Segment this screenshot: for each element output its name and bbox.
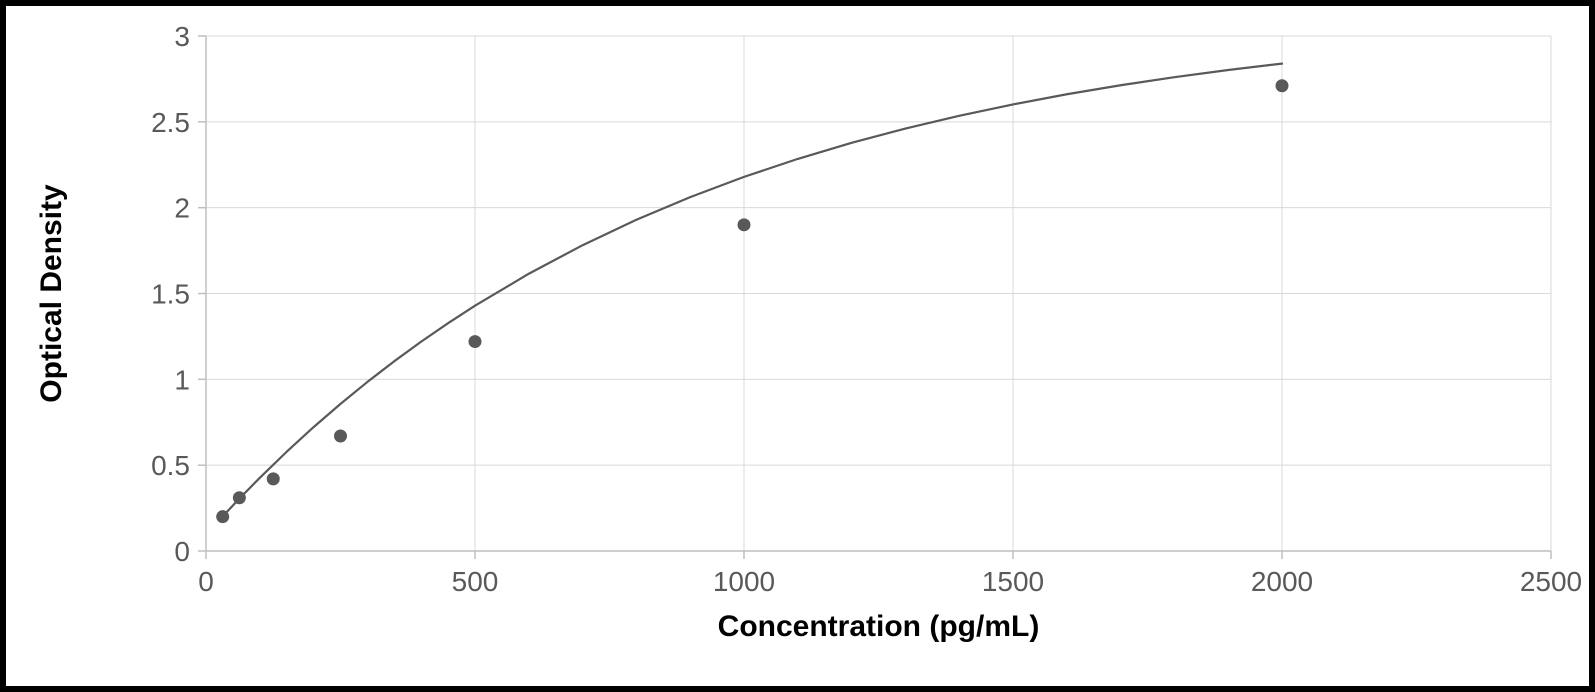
y-tick-label: 1 <box>174 364 190 395</box>
x-tick-label: 2500 <box>1520 566 1582 597</box>
chart-outer-frame: 0 500 1000 1500 2000 2500 0 0.5 1 1.5 2 2.5 3 Concent… <box>0 0 1595 692</box>
x-tick-label: 0 <box>198 566 214 597</box>
data-point <box>233 491 246 504</box>
data-point <box>267 472 280 485</box>
y-axis-label: Optical Density <box>35 184 68 403</box>
data-point <box>469 335 482 348</box>
plot-background <box>6 6 1589 686</box>
data-point <box>1276 79 1289 92</box>
y-tick-label: 1.5 <box>151 279 190 310</box>
data-point <box>334 429 347 442</box>
y-tick-label: 0 <box>174 536 190 567</box>
x-tick-label: 1000 <box>713 566 775 597</box>
y-tick-label: 0.5 <box>151 450 190 481</box>
data-point <box>216 510 229 523</box>
y-tick-label: 2.5 <box>151 107 190 138</box>
chart-container: 0 500 1000 1500 2000 2500 0 0.5 1 1.5 2 2.5 3 Concent… <box>6 6 1589 686</box>
x-axis-label: Concentration (pg/mL) <box>718 610 1040 643</box>
y-tick-label: 3 <box>174 21 190 52</box>
data-point <box>738 218 751 231</box>
chart-svg: 0 500 1000 1500 2000 2500 0 0.5 1 1.5 2 2.5 3 Concent… <box>6 6 1589 686</box>
x-tick-label: 500 <box>452 566 499 597</box>
y-tick-label: 2 <box>174 193 190 224</box>
x-tick-label: 2000 <box>1251 566 1313 597</box>
x-tick-label: 1500 <box>982 566 1044 597</box>
